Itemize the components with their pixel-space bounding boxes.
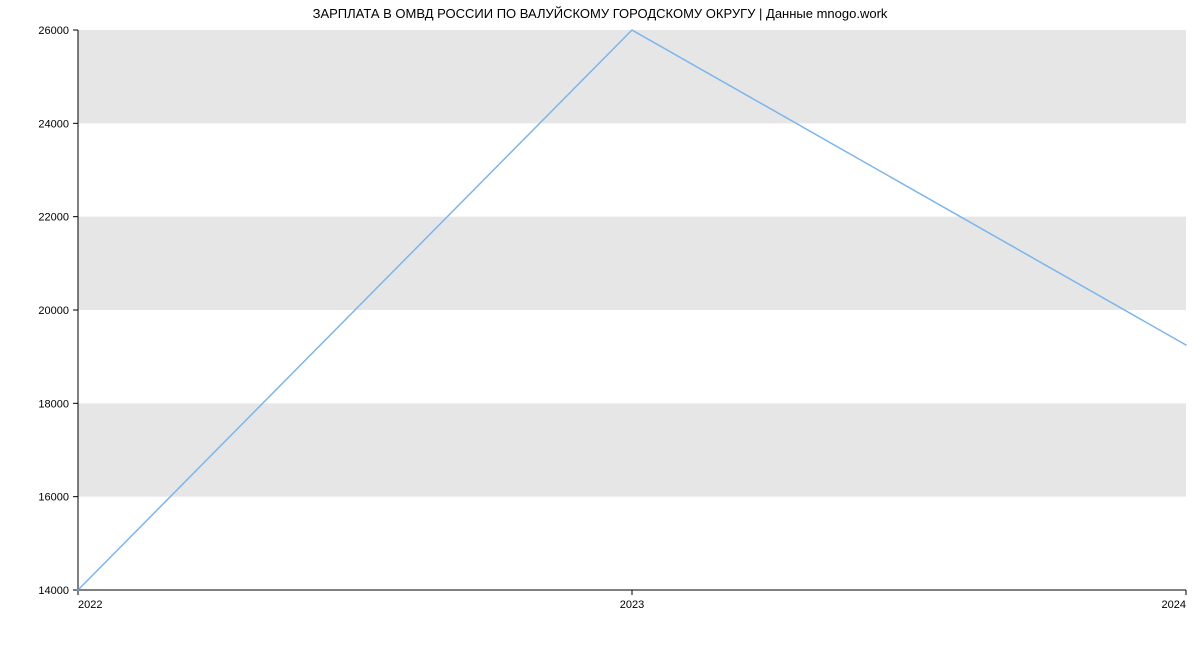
x-tick-label: 2024 [1162, 599, 1186, 611]
y-tick-label: 16000 [38, 492, 69, 504]
y-tick-label: 18000 [38, 398, 69, 410]
x-tick-label: 2022 [78, 599, 102, 611]
grid-band [78, 217, 1186, 310]
grid-band [78, 403, 1186, 496]
salary-line-chart: ЗАРПЛАТА В ОМВД РОССИИ ПО ВАЛУЙСКОМУ ГОР… [0, 0, 1200, 650]
grid-band [78, 30, 1186, 123]
y-tick-label: 22000 [38, 212, 69, 224]
x-tick-label: 2023 [620, 599, 644, 611]
y-tick-label: 26000 [38, 25, 69, 37]
y-tick-label: 14000 [38, 585, 69, 597]
y-tick-label: 20000 [38, 305, 69, 317]
y-tick-label: 24000 [38, 118, 69, 130]
chart-svg: 14000 16000 18000 20000 22000 24000 26000 2022 2… [0, 0, 1200, 650]
